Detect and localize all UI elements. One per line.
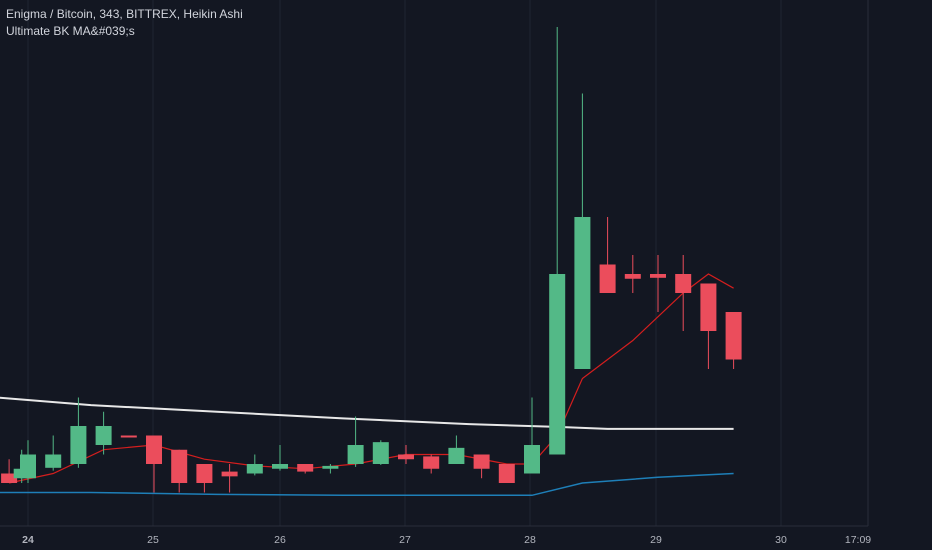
x-tick-label: 24 [22,534,34,546]
candle-body [120,435,137,438]
candle-body [322,465,339,469]
x-tick-label: 26 [274,534,286,546]
chart-legend: Enigma / Bitcoin, 343, BITTREX, Heikin A… [6,6,243,40]
candle-body [650,274,666,278]
x-tick-label: 25 [147,534,159,546]
candle-body [272,464,288,469]
candle-body [246,464,263,474]
x-tick-label: 27 [399,534,411,546]
candle-body [725,312,742,360]
candle-body [448,447,465,464]
candle-body [574,217,591,369]
candle-body [423,456,440,469]
candle-body [473,454,490,469]
candle-body [700,283,717,331]
candle-body [372,442,389,464]
candle-body [498,464,515,483]
x-tick-label: 30 [775,534,787,546]
candle-body [524,445,540,474]
candle-body [221,471,238,477]
candle-body [45,454,62,468]
symbol-title[interactable]: Enigma / Bitcoin, 343, BITTREX, Heikin A… [6,7,243,21]
indicator-label[interactable]: Ultimate BK MA&#039;s [6,24,135,38]
grid-lines [27,0,782,526]
candle-body [398,454,414,460]
candle-body [1,473,18,483]
candle-body [675,274,692,293]
moving-averages [0,273,734,497]
ma-white-line [0,396,734,430]
candle-body [549,274,566,455]
candle-body [196,464,213,483]
ma-red-line [8,273,734,484]
candle-body [624,274,641,279]
x-tick-label: 29 [650,534,662,546]
candle-body [146,435,162,464]
candle-body [20,454,36,479]
candle-body [347,445,364,464]
candle-body [171,449,188,483]
x-tick-label: 17:09 [845,534,871,546]
x-tick-label: 28 [524,534,536,546]
candles [1,27,742,493]
ma-blue-line [0,472,734,497]
candle-body [70,426,87,464]
candle-body [297,464,314,472]
candle-body [599,264,616,293]
candle-body [95,426,112,445]
